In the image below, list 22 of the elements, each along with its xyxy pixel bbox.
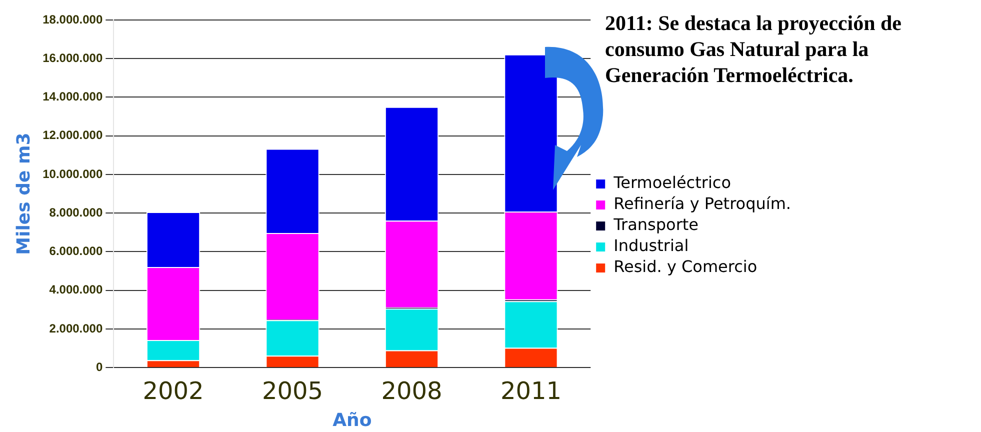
y-tick-label: 18.000.000 — [42, 12, 103, 26]
x-axis-title: Año — [332, 410, 372, 431]
text: 2011: Se destaca la proyección de consumo Gas Natural para la Generación Termoeléctrica. — [605, 10, 903, 88]
y-tick-label: 10.000.000 — [42, 166, 103, 181]
legend-label: Industrial — [614, 236, 689, 256]
legend-label: Refinería y Petroquím. — [614, 194, 792, 214]
y-tick-label: 0 — [96, 360, 103, 374]
y-tick-label: 12.000.000 — [42, 128, 103, 142]
x-tick-label: 2005 — [262, 377, 324, 406]
y-tick-label: 16.000.000 — [42, 50, 103, 65]
legend-label: Transporte — [612, 215, 699, 234]
x-tick-label: 2008 — [381, 377, 442, 406]
legend-label: Resid. y Comercio — [614, 257, 758, 276]
legend-label: Termoeléctrico — [612, 173, 731, 192]
x-tick-label: 2002 — [142, 377, 204, 406]
x-tick-label: 2011 — [500, 377, 562, 406]
y-tick-label: 6.000.000 — [49, 244, 103, 258]
y-tick-label: 2.000.000 — [49, 321, 103, 336]
y-axis-title: Miles de m3 — [13, 132, 34, 255]
y-tick-label: 8.000.000 — [49, 205, 103, 220]
y-tick-label: 4.000.000 — [49, 282, 103, 297]
y-tick-label: 14.000.000 — [42, 90, 103, 104]
